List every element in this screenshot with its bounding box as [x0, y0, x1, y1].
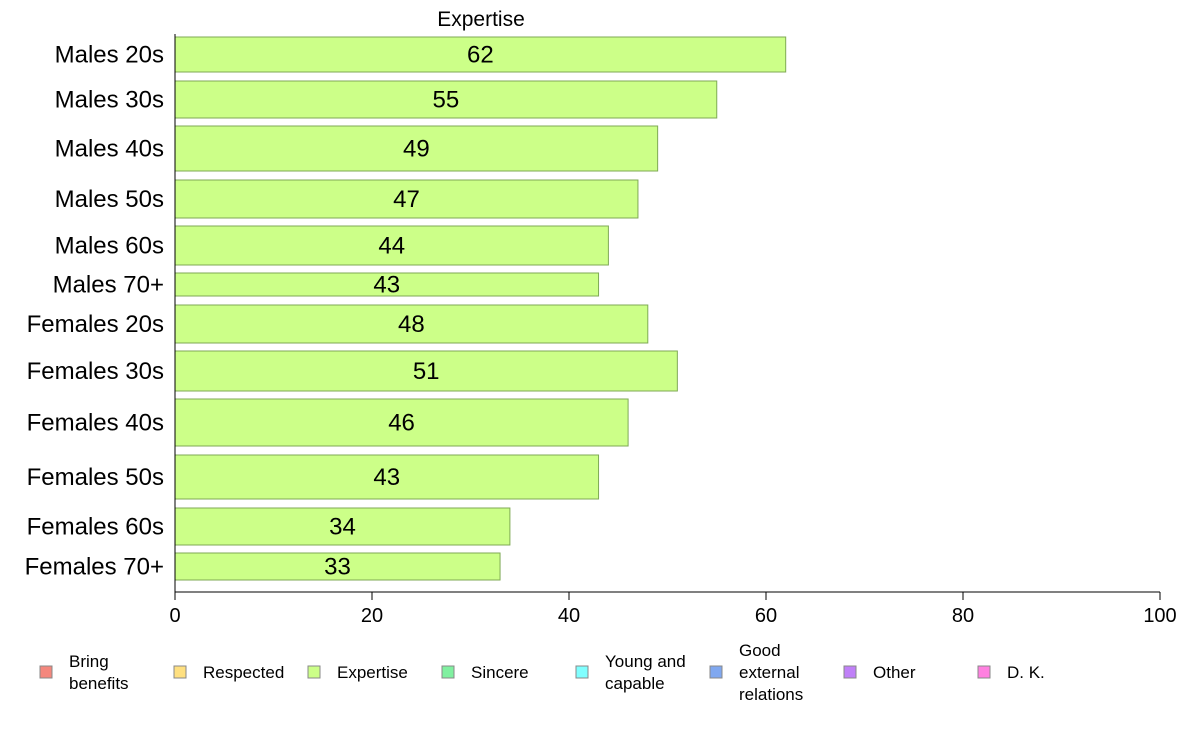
legend: Bring benefits Respected Expertise Sincere Yo…: [39, 641, 1045, 704]
data-label-males-30s: 55: [433, 87, 460, 114]
legend-swatch-expertise: [307, 665, 321, 679]
category-label-males-60s: Males 60s: [55, 233, 164, 260]
data-label-males-20s: 62: [467, 42, 494, 69]
legend-label-bring-benefits: Bring benefits: [69, 652, 129, 693]
category-label-males-20s: Males 20s: [55, 42, 164, 69]
x-tick-label-60: 60: [755, 605, 777, 627]
legend-item-sincere: Sincere: [441, 663, 529, 682]
legend-swatch-d-k: [977, 665, 991, 679]
legend-swatch-other: [843, 665, 857, 679]
data-label-females-50s: 43: [373, 464, 400, 491]
x-tick-label-20: 20: [361, 605, 383, 627]
bar-males-40s: [174, 125, 659, 172]
data-label-females-40s: 46: [388, 410, 415, 437]
legend-label-d-k: D. K.: [1007, 663, 1045, 682]
legend-item-expertise: Expertise: [307, 663, 408, 682]
legend-label-respected: Respected: [203, 663, 284, 682]
legend-swatch-good-external-relations: [709, 665, 723, 679]
category-label-males-70: Males 70+: [53, 272, 164, 299]
legend-swatch-sincere: [441, 665, 455, 679]
data-label-males-50s: 47: [393, 186, 420, 213]
chart-title: Expertise: [437, 8, 525, 31]
bars-group: 62 Males 20s 55 Males 30s 49 Males 40s 47 Males…: [25, 36, 787, 581]
legend-item-good-external-relations: Good external relations: [709, 641, 803, 704]
category-label-males-50s: Males 50s: [55, 186, 164, 213]
category-label-females-40s: Females 40s: [27, 410, 164, 437]
x-tick-label-0: 0: [169, 605, 180, 627]
legend-label-good-external-relations: Good external relations: [739, 641, 803, 704]
legend-item-bring-benefits: Bring benefits: [39, 652, 129, 693]
legend-label-expertise: Expertise: [337, 663, 408, 682]
bar-males-60s: [174, 225, 609, 266]
bar-females-30s: [174, 350, 678, 392]
legend-item-respected: Respected: [173, 663, 284, 682]
category-label-females-30s: Females 30s: [27, 358, 164, 385]
data-label-males-40s: 49: [403, 136, 430, 163]
category-label-females-60s: Females 60s: [27, 514, 164, 541]
data-label-females-60s: 34: [329, 514, 356, 541]
data-label-males-60s: 44: [378, 233, 405, 260]
bar-females-60s: [174, 507, 511, 546]
category-label-males-30s: Males 30s: [55, 87, 164, 114]
x-tick-label-40: 40: [558, 605, 580, 627]
legend-label-sincere: Sincere: [471, 663, 529, 682]
bar-males-50s: [174, 179, 639, 219]
data-label-females-20s: 48: [398, 311, 425, 338]
legend-item-d-k: D. K.: [977, 663, 1045, 682]
category-label-females-50s: Females 50s: [27, 464, 164, 491]
legend-item-young-and-capable: Young and capable: [575, 652, 686, 693]
legend-label-young-and-capable: Young and capable: [605, 652, 686, 693]
data-label-females-70: 33: [324, 554, 351, 581]
bar-females-70: [174, 552, 501, 581]
category-label-males-40s: Males 40s: [55, 136, 164, 163]
legend-item-other: Other: [843, 663, 916, 682]
legend-swatch-young-and-capable: [575, 665, 589, 679]
x-tick-label-100: 100: [1143, 605, 1176, 627]
category-label-females-20s: Females 20s: [27, 311, 164, 338]
legend-swatch-bring-benefits: [39, 665, 53, 679]
data-label-females-30s: 51: [413, 358, 440, 385]
bar-males-20s: [174, 36, 787, 73]
bar-females-20s: [174, 304, 649, 344]
x-axis: 0 20 40 60 80 100: [169, 34, 1177, 627]
legend-swatch-respected: [173, 665, 187, 679]
category-label-females-70: Females 70+: [25, 554, 164, 581]
bar-males-30s: [174, 80, 718, 119]
data-label-males-70: 43: [373, 272, 400, 299]
legend-label-other: Other: [873, 663, 916, 682]
x-tick-label-80: 80: [952, 605, 974, 627]
